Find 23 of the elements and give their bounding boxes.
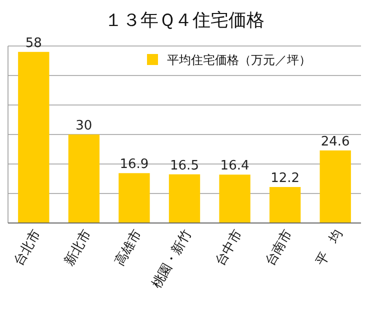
legend-label: 平均住宅価格（万元／坪） xyxy=(167,53,311,67)
x-tick-label: 高雄市 xyxy=(111,226,145,269)
data-label: 16.9 xyxy=(120,157,149,172)
bar xyxy=(269,187,301,223)
x-tick-label: 平 均 xyxy=(313,227,346,269)
data-label: 30 xyxy=(76,118,92,134)
data-label: 58 xyxy=(25,36,42,51)
bar xyxy=(118,173,150,223)
x-tick-label: 台北市 xyxy=(12,227,44,269)
data-label: 16.4 xyxy=(220,158,250,174)
bar xyxy=(18,52,50,223)
data-label: 16.5 xyxy=(170,158,199,174)
bar xyxy=(68,134,100,223)
data-label: 12.2 xyxy=(270,171,300,186)
x-tick-label: 新北市 xyxy=(62,227,94,269)
bar xyxy=(219,174,250,223)
x-tick-label: 台南市 xyxy=(263,227,296,269)
bar xyxy=(320,150,351,223)
bar xyxy=(168,174,200,223)
chart-title: １３年Ｑ４住宅価格 xyxy=(104,10,264,31)
x-tick-label: 台中市 xyxy=(212,227,246,269)
x-tick-label: 桃園・新竹 xyxy=(150,227,196,292)
data-label: 24.6 xyxy=(320,134,350,150)
